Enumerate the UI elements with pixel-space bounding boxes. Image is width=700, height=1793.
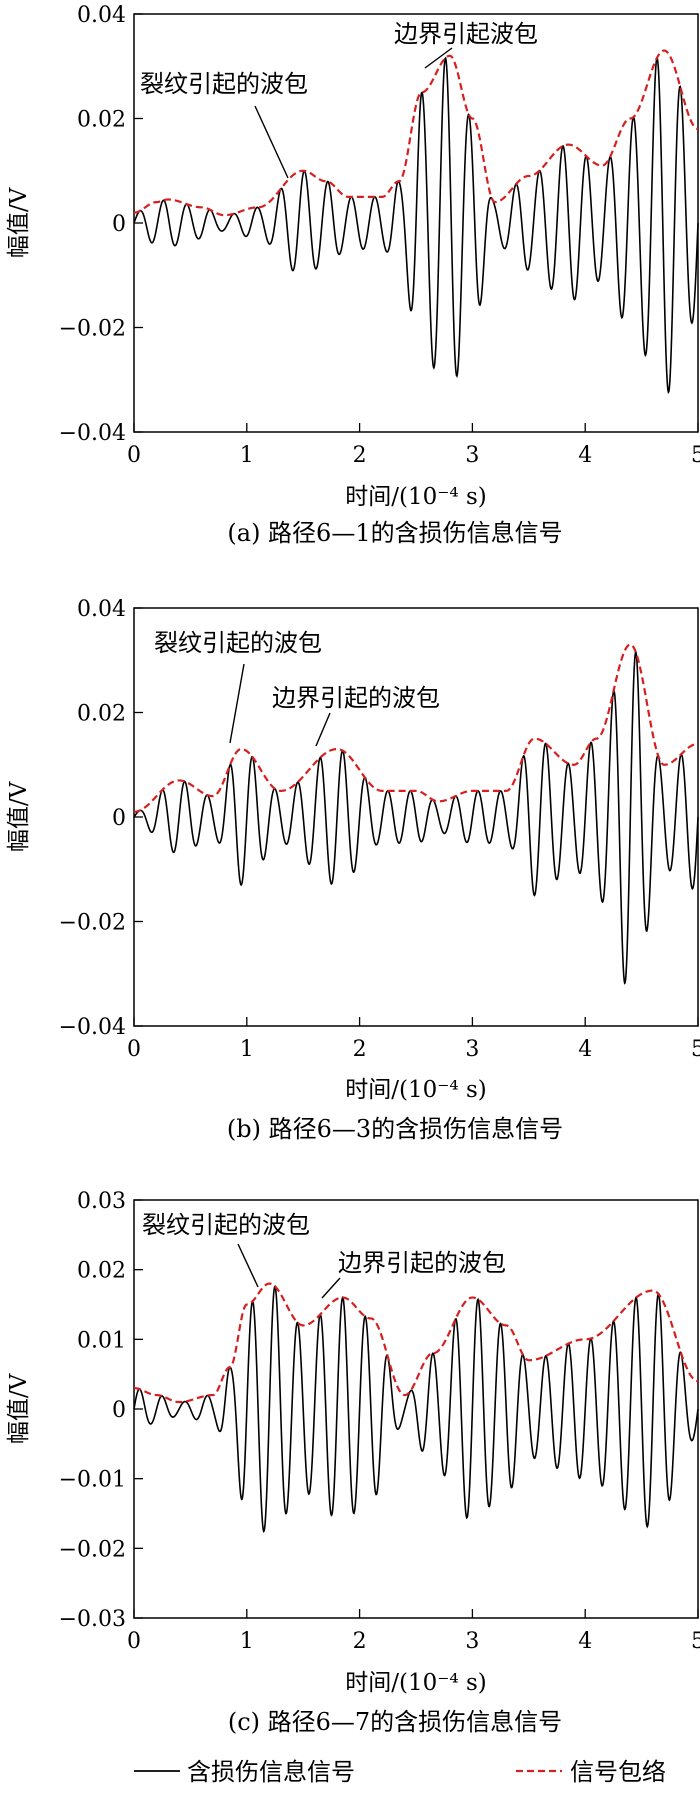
- annotation-crack: 裂纹引起的波包: [154, 629, 322, 657]
- signal-line: [133, 651, 699, 985]
- x-tick-label: 5: [691, 1629, 700, 1654]
- x-tick-label: 4: [578, 1629, 592, 1654]
- legend: 含损伤信息信号 信号包络: [134, 1758, 666, 1786]
- y-axis-label: 幅值/V: [6, 1373, 32, 1444]
- annotation-crack: 裂纹引起的波包: [140, 70, 308, 98]
- y-tick-label: −0.04: [59, 1015, 126, 1040]
- x-axis-label: 时间/(10⁻⁴ s): [345, 1077, 486, 1103]
- signal-line: [133, 55, 699, 395]
- y-axis-label: 幅值/V: [6, 781, 32, 852]
- x-tick-label: 0: [127, 1629, 141, 1654]
- annotation-arrow-crack: [229, 663, 245, 744]
- x-tick-label: 3: [465, 1629, 479, 1654]
- y-tick-label: −0.02: [59, 317, 126, 342]
- annotation-crack: 裂纹引起的波包: [142, 1211, 310, 1239]
- y-axis-ticks: 0.04 0.02 0 −0.02 −0.04: [59, 597, 143, 1040]
- y-tick-label: −0.04: [59, 421, 126, 446]
- annotation-arrow-boundary: [424, 47, 453, 69]
- panel-caption: (c) 路径6—7的含损伤信息信号: [228, 1708, 562, 1736]
- x-tick-label: 2: [353, 1037, 367, 1062]
- panel-b: 0 1 2 3 4 5 0.04 0.02 0 −0.02 −0.04 裂纹引起的波包 边界引起的…: [6, 597, 700, 1143]
- x-axis-ticks: 0 1 2 3 4 5: [127, 423, 700, 468]
- x-tick-label: 5: [691, 1037, 700, 1062]
- annotation-arrow-boundary: [321, 1277, 341, 1299]
- x-tick-label: 0: [127, 443, 141, 468]
- legend-envelope-label: 信号包络: [570, 1758, 666, 1786]
- annotation-boundary: 边界引起波包: [394, 20, 538, 48]
- x-tick-label: 2: [353, 443, 367, 468]
- annotation-arrow-crack: [254, 105, 289, 179]
- y-tick-label: −0.02: [59, 1537, 126, 1562]
- y-tick-label: 0.01: [77, 1328, 126, 1353]
- legend-signal-label: 含损伤信息信号: [187, 1758, 355, 1786]
- x-tick-label: 5: [691, 443, 700, 468]
- annotation-boundary: 边界引起的波包: [272, 684, 440, 712]
- x-axis-label: 时间/(10⁻⁴ s): [345, 484, 486, 510]
- y-tick-label: 0.04: [77, 3, 126, 28]
- panel-a: 0 1 2 3 4 5 0.04 0.02 0 −0.02 −0.04 裂纹引起的波包 边界引起波…: [6, 3, 700, 547]
- annotation-boundary: 边界引起的波包: [338, 1249, 506, 1277]
- signal-line: [133, 1284, 699, 1534]
- x-tick-label: 3: [465, 1037, 479, 1062]
- x-axis-ticks: 0 1 2 3 4 5: [127, 1609, 700, 1654]
- y-axis-ticks: 0.04 0.02 0 −0.02 −0.04: [59, 3, 143, 446]
- x-tick-label: 3: [465, 443, 479, 468]
- x-axis-label: 时间/(10⁻⁴ s): [345, 1670, 486, 1696]
- annotation-arrow-boundary: [315, 712, 331, 747]
- panel-c: 0 1 2 3 4 5 0.03 0.02 0.01 0 −0.01 −0.02 −0.03 裂纹引起…: [6, 1189, 700, 1736]
- y-tick-label: 0.02: [77, 108, 126, 133]
- y-tick-label: −0.01: [59, 1468, 126, 1493]
- y-tick-label: −0.02: [59, 911, 126, 936]
- y-tick-label: 0: [112, 212, 126, 237]
- y-tick-label: 0: [112, 806, 126, 831]
- x-tick-label: 4: [578, 1037, 592, 1062]
- y-tick-label: 0.03: [77, 1189, 126, 1214]
- panel-caption: (a) 路径6—1的含损伤信息信号: [227, 519, 562, 547]
- y-axis-ticks: 0.03 0.02 0.01 0 −0.01 −0.02 −0.03: [59, 1189, 143, 1632]
- y-tick-label: 0.02: [77, 702, 126, 727]
- panel-caption: (b) 路径6—3的含损伤信息信号: [227, 1115, 563, 1143]
- envelope-line: [134, 643, 699, 813]
- y-tick-label: 0.04: [77, 597, 126, 622]
- y-tick-label: 0: [112, 1398, 126, 1423]
- x-tick-label: 0: [127, 1037, 141, 1062]
- y-tick-label: 0.02: [77, 1259, 126, 1284]
- x-tick-label: 2: [353, 1629, 367, 1654]
- x-tick-label: 1: [240, 443, 254, 468]
- x-tick-label: 4: [578, 443, 592, 468]
- y-axis-label: 幅值/V: [6, 187, 32, 258]
- envelope-line: [133, 1282, 699, 1404]
- y-tick-label: −0.03: [59, 1607, 126, 1632]
- x-axis-ticks: 0 1 2 3 4 5: [127, 1017, 700, 1062]
- envelope-line: [133, 49, 699, 217]
- x-tick-label: 1: [240, 1037, 254, 1062]
- x-tick-label: 1: [240, 1629, 254, 1654]
- annotation-arrow-crack: [237, 1243, 259, 1288]
